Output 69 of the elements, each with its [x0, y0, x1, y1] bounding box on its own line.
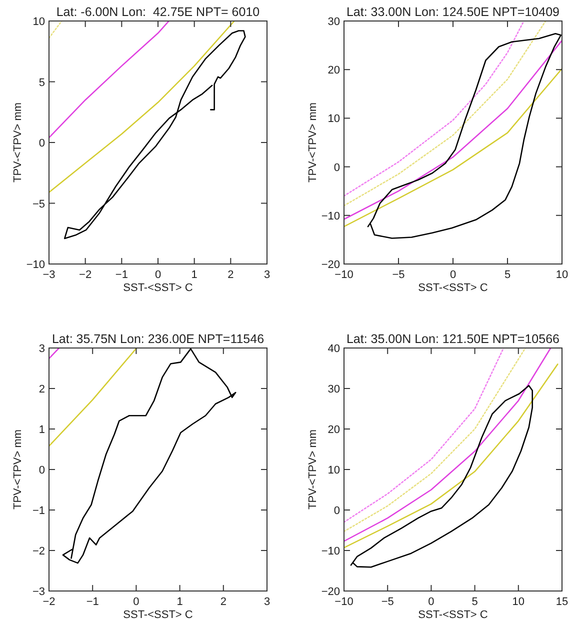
y-tick-label: 0 — [334, 505, 340, 517]
x-tick-label: −1 — [86, 596, 99, 608]
y-tick-label: 3 — [38, 343, 45, 355]
x-tick-label: 3 — [264, 596, 270, 608]
x-tick-label: 1 — [176, 596, 183, 608]
chart-title: Lat: 35.75N Lon: 236.00E NPT=11546 — [52, 332, 264, 346]
x-tick-label: −5 — [392, 269, 405, 281]
x-tick-label: 2 — [228, 269, 234, 281]
line-series — [64, 30, 246, 240]
x-axis-title: SST-<SST> C — [123, 609, 193, 619]
y-tick-label: −1 — [32, 505, 45, 517]
y-tick-label: −20 — [321, 586, 340, 598]
chart-title: Lat: -6.00N Lon: 42.75E NPT= 6010 — [56, 5, 260, 19]
x-tick-label: 1 — [191, 269, 198, 281]
y-tick-label: 0 — [38, 138, 45, 150]
y-tick-label: −5 — [32, 198, 45, 210]
x-tick-label: 10 — [556, 269, 568, 281]
x-axis-title: SST-<SST> C — [418, 282, 488, 294]
line-series — [344, 21, 524, 197]
y-tick-label: −10 — [321, 210, 340, 222]
y-tick-label: −3 — [32, 586, 45, 598]
line-series — [49, 21, 170, 138]
y-tick-label: −10 — [321, 546, 340, 558]
y-tick-label: 30 — [328, 384, 340, 396]
line-series — [350, 385, 533, 568]
y-tick-label: 0 — [334, 162, 340, 174]
y-tick-label: 10 — [328, 464, 340, 476]
y-tick-label: −20 — [321, 259, 340, 271]
y-tick-label: −10 — [26, 259, 45, 271]
line-series — [344, 68, 562, 228]
chart-title: Lat: 33.00N Lon: 124.50E NPT=10409 — [346, 5, 560, 19]
x-tick-label: −2 — [79, 269, 92, 281]
y-tick-label: −2 — [32, 546, 45, 558]
x-tick-label: 0 — [450, 269, 456, 281]
line-series — [344, 348, 526, 532]
y-tick-label: 1 — [38, 424, 45, 436]
y-tick-label: 20 — [328, 424, 340, 436]
x-tick-label: 0 — [428, 596, 434, 608]
y-tick-label: 10 — [32, 16, 45, 28]
x-tick-label: 5 — [472, 596, 478, 608]
x-axis-title: SST-<SST> C — [418, 609, 488, 619]
y-tick-label: 0 — [38, 464, 45, 476]
x-tick-label: 10 — [512, 596, 525, 608]
y-tick-label: 2 — [38, 384, 45, 396]
line-series — [344, 348, 504, 523]
x-axis-title: SST-<SST> C — [123, 282, 193, 294]
line-series — [344, 40, 562, 220]
y-tick-label: 20 — [328, 64, 340, 77]
y-axis-title: TPV-<TPV> mm — [12, 429, 24, 510]
x-tick-label: 2 — [220, 596, 226, 608]
x-tick-label: 3 — [264, 269, 270, 281]
x-tick-label: −1 — [115, 269, 128, 281]
line-series — [367, 32, 562, 239]
line-series — [62, 348, 236, 564]
y-tick-label: 40 — [328, 343, 340, 355]
x-tick-label: −5 — [381, 596, 394, 608]
x-tick-label: 0 — [154, 269, 162, 281]
y-axis-title: TPV-<TPV> mm — [12, 102, 24, 183]
y-axis-title: TPV-<TPV> mm — [307, 429, 319, 510]
x-tick-label: 5 — [504, 269, 511, 281]
x-tick-label: 15 — [556, 596, 568, 608]
y-tick-label: 10 — [328, 113, 340, 126]
chart-title: Lat: 35.00N Lon: 121.50E NPT=10566 — [346, 332, 560, 346]
line-series — [49, 21, 235, 193]
y-tick-label: 30 — [328, 16, 340, 28]
y-axis-title: TPV-<TPV> mm — [307, 102, 319, 183]
x-tick-label: 0 — [133, 596, 140, 608]
y-tick-label: 5 — [38, 76, 45, 89]
line-series — [344, 21, 546, 206]
